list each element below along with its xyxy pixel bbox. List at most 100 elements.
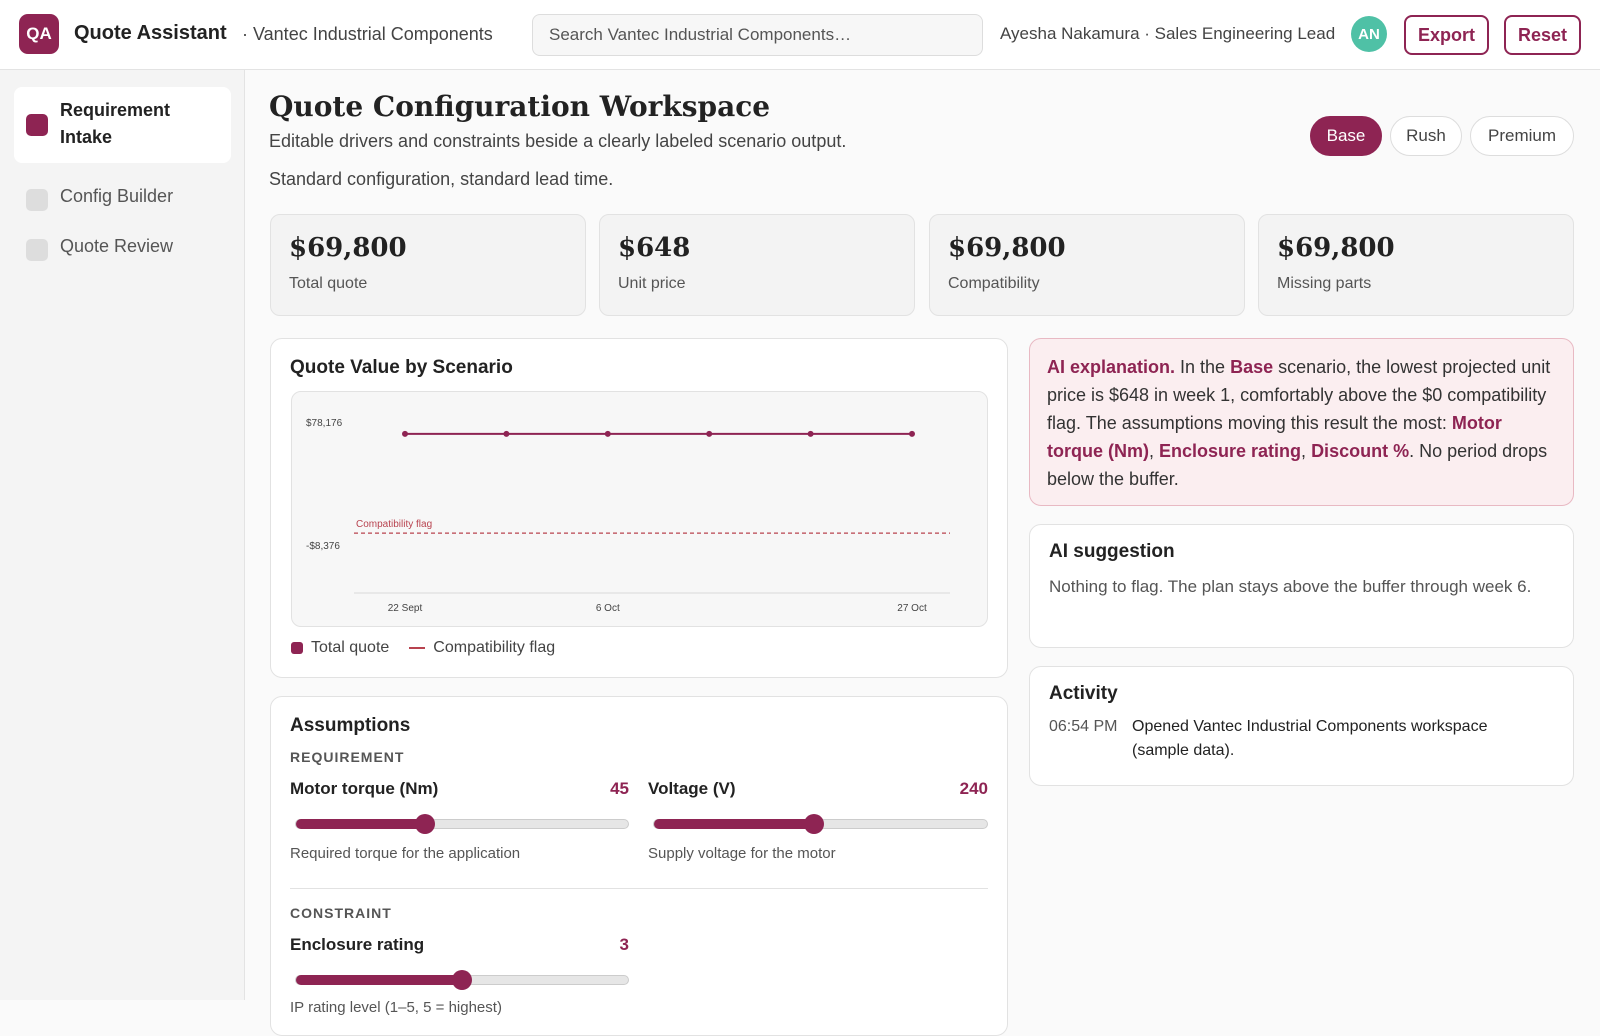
legend-label: Total quote <box>311 639 390 656</box>
activity-text: Opened Vantec Industrial Components work… <box>1132 718 1488 759</box>
nav-icon <box>26 114 48 136</box>
page-subtitle: Editable drivers and constraints beside … <box>269 131 847 151</box>
legend-label: Compatibility flag <box>433 639 556 656</box>
data-point <box>604 430 611 437</box>
assumptions-card: Assumptions REQUIREMENT Motor torque (Nm… <box>270 696 1008 1036</box>
assumption-name: Voltage (V) <box>648 779 736 798</box>
group-label: CONSTRAINT <box>290 905 392 921</box>
page-title: Quote Configuration Workspace <box>269 90 771 123</box>
y-tick-label: -$8,376 <box>306 541 340 552</box>
nav-label: Requirement Intake <box>60 100 171 147</box>
text: , <box>1149 441 1160 461</box>
kpi-value: $648 <box>618 233 691 263</box>
slider[interactable] <box>295 970 629 990</box>
org-name: · Vantec Industrial Components <box>242 24 493 44</box>
reset-button[interactable]: Reset <box>1504 15 1581 55</box>
group-label: REQUIREMENT <box>290 749 405 765</box>
slider-thumb[interactable] <box>452 970 472 990</box>
kpi-label: Total quote <box>289 275 368 292</box>
assumption-description: Supply voltage for the motor <box>648 845 836 862</box>
plot-area: $78,176 -$8,376 22 Sept 6 Oct 27 Oct Compatib… <box>291 391 988 627</box>
legend-swatch <box>409 647 426 649</box>
text: . No period drops below the buffer. <box>1047 441 1548 489</box>
kpi-value: $69,800 <box>289 233 407 263</box>
highlight: Discount % <box>1311 441 1410 461</box>
assumption-value: 45 <box>610 779 629 798</box>
assumption: Enclosure rating 3 IP rating level (1–5, … <box>290 935 629 1016</box>
slider[interactable] <box>653 814 988 834</box>
x-tick-label: 27 Oct <box>897 603 927 614</box>
text: scenario, the lowest projected unit pric… <box>1047 357 1551 433</box>
x-tick-label: 22 Sept <box>388 603 423 614</box>
assumption: Voltage (V) 240 Supply voltage for the mo… <box>648 779 988 862</box>
card-title: AI suggestion <box>1049 541 1175 562</box>
kpi-card: $648 Unit price <box>599 214 915 316</box>
top-bar: QA Quote Assistant · Vantec Industrial C… <box>0 0 1600 70</box>
nav-item[interactable]: Config Builder <box>14 173 231 220</box>
slider-thumb[interactable] <box>803 814 824 834</box>
assumption-value: 240 <box>959 779 988 798</box>
chart-card: Quote Value by Scenario $78,176 -$8,376 22… <box>270 338 1008 678</box>
x-tick-label: 6 Oct <box>596 603 620 614</box>
logo: QA <box>19 14 59 54</box>
slider-thumb[interactable] <box>415 814 436 834</box>
slider-fill <box>654 819 814 829</box>
scenario-tab[interactable]: Premium <box>1470 116 1574 156</box>
nav-item[interactable]: Requirement Intake <box>14 87 231 163</box>
activity: Activity 06:54 PM Opened Vantec Industri… <box>1029 666 1574 786</box>
ai-explanation: AI explanation. In the Base scenario, th… <box>1029 338 1574 506</box>
nav-icon <box>26 189 48 211</box>
kpi-label: Missing parts <box>1277 275 1372 292</box>
activity-time: 06:54 PM <box>1049 718 1118 735</box>
sidebar: Requirement Intake Config Builder Quote … <box>0 70 245 1000</box>
text: , <box>1301 441 1312 461</box>
legend-swatch <box>291 642 303 654</box>
assumption-description: IP rating level (1–5, 5 = highest) <box>290 999 502 1016</box>
assumption-value: 3 <box>619 935 629 954</box>
nav-icon <box>26 239 48 261</box>
card-title: Activity <box>1049 683 1118 704</box>
assumption-name: Enclosure rating <box>290 935 425 954</box>
ai-suggestion: AI suggestion Nothing to flag. The plan … <box>1029 524 1574 648</box>
nav-label: Quote Review <box>60 236 174 256</box>
legend: Total quote Compatibility flag <box>291 639 555 657</box>
avatar[interactable]: AN <box>1351 16 1387 52</box>
data-point <box>503 430 510 437</box>
scenario-tab[interactable]: Rush <box>1390 116 1462 156</box>
kpi-card: $69,800 Compatibility <box>929 214 1245 316</box>
y-tick-label: $78,176 <box>306 418 343 429</box>
kpi-value: $69,800 <box>948 233 1066 263</box>
group: Motor torque (Nm) 45 Required torque for … <box>290 779 988 862</box>
highlight: Enclosure rating <box>1159 441 1302 461</box>
kpi-label: Unit price <box>618 275 686 292</box>
kpi-label: Compatibility <box>948 275 1040 292</box>
data-point <box>706 430 713 437</box>
kpi-card: $69,800 Total quote <box>270 214 586 316</box>
threshold-label: Compatibility flag <box>356 519 432 530</box>
slider-fill <box>296 975 462 985</box>
suggestion-text: Nothing to flag. The plan stays above th… <box>1049 577 1532 596</box>
kpi-value: $69,800 <box>1277 233 1395 263</box>
scenario-tab[interactable]: Base <box>1310 116 1382 156</box>
highlight: AI explanation. <box>1047 357 1176 377</box>
chart-title: Quote Value by Scenario <box>290 357 513 378</box>
data-point <box>402 430 408 437</box>
data-point <box>807 430 814 437</box>
slider-fill <box>296 819 426 829</box>
divider: CONSTRAINT Enclosure rating 3 IP rating l… <box>290 888 988 1016</box>
data-point <box>909 430 915 437</box>
nav-item[interactable]: Quote Review <box>14 223 231 270</box>
app-name: Quote Assistant <box>74 22 227 44</box>
activity-entry: 06:54 PM Opened Vantec Industrial Compon… <box>1049 715 1554 763</box>
assumption-description: Required torque for the application <box>290 845 521 862</box>
highlight: Motor torque (Nm) <box>1047 413 1502 461</box>
highlight: Base <box>1230 357 1274 377</box>
slider[interactable] <box>295 814 629 834</box>
search-box[interactable]: Search Vantec Industrial Components… <box>532 14 983 56</box>
kpi-card: $69,800 Missing parts <box>1258 214 1574 316</box>
chart: $78,176 -$8,376 22 Sept 6 Oct 27 Oct Compatib… <box>306 418 950 614</box>
export-button[interactable]: Export <box>1404 15 1489 55</box>
text: In the <box>1175 357 1231 377</box>
assumption: Motor torque (Nm) 45 Required torque for … <box>290 779 629 862</box>
